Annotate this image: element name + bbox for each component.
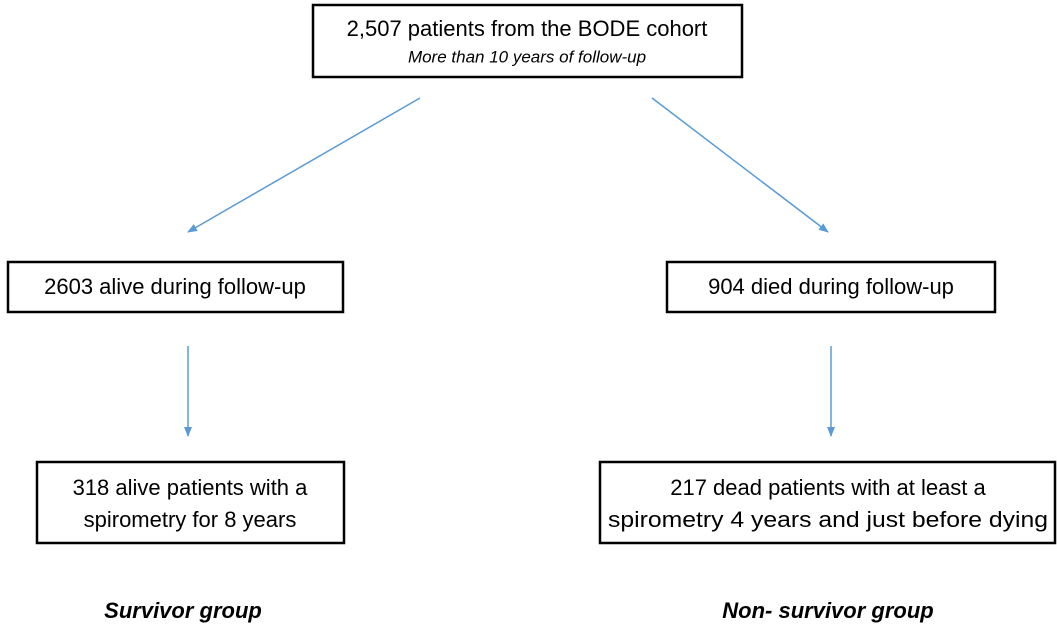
node-subtitle: More than 10 years of follow-up	[408, 47, 646, 66]
node-text: spirometry for 8 years	[84, 507, 297, 532]
survivor-box	[35, 460, 346, 545]
node-text: 217 dead patients with at least a	[670, 475, 986, 500]
node-text: 2603 alive during follow-up	[44, 274, 306, 299]
died-box	[665, 260, 997, 314]
cohort-box	[311, 3, 744, 79]
node-text: 318 alive patients with a	[73, 475, 309, 500]
group-label: Survivor group	[104, 598, 262, 623]
arrow	[187, 97, 421, 233]
node-text: spirometry 4 years and just before dying	[608, 507, 1048, 532]
arrow	[651, 97, 829, 233]
alive-box	[6, 260, 345, 314]
non-survivor-box	[598, 460, 1057, 545]
group-label: Non- survivor group	[722, 598, 933, 623]
node-text: 904 died during follow-up	[708, 274, 954, 299]
node-text: 2,507 patients from the BODE cohort	[347, 16, 708, 41]
